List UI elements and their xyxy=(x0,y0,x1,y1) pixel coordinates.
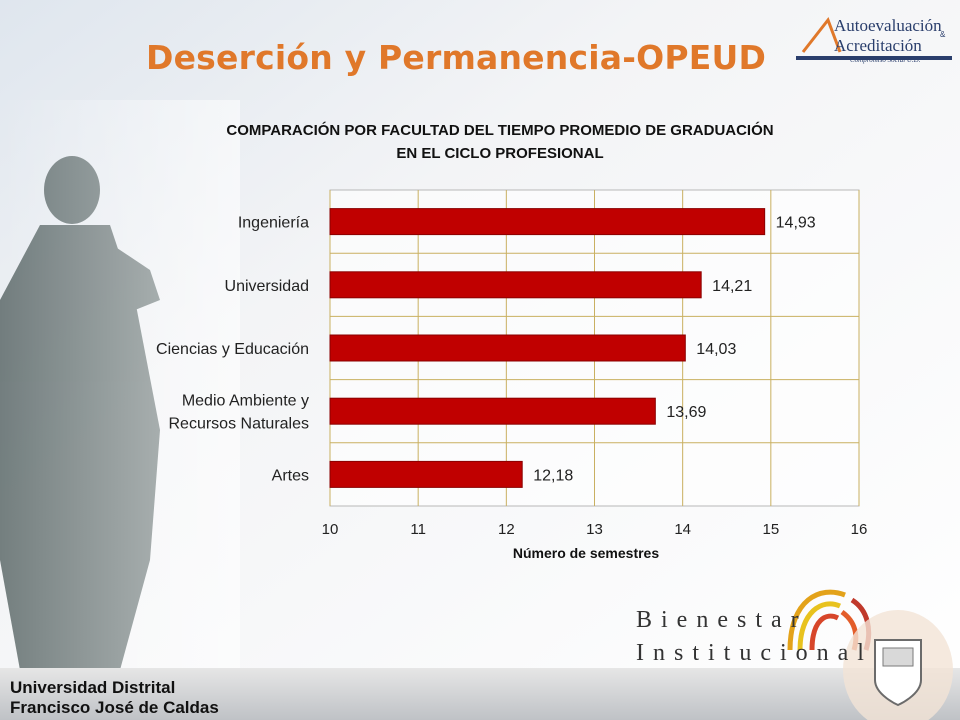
university-seal-icon xyxy=(843,610,953,720)
footer-university-logo: Universidad Distrital Francisco José de … xyxy=(10,678,219,718)
bienestar-line-1: Bienestar xyxy=(636,607,808,633)
bar xyxy=(329,208,766,236)
bar-value-label: 13,69 xyxy=(666,404,706,421)
logo-amp: & xyxy=(940,30,946,39)
category-label: Universidad xyxy=(225,278,309,295)
logo-line-2: Acreditación xyxy=(834,36,922,55)
slide-title: Deserción y Permanencia-OPEUD xyxy=(146,38,767,77)
bar xyxy=(329,271,702,299)
chart-title-block: COMPARACIÓN POR FACULTAD DEL TIEMPO PROM… xyxy=(150,119,850,165)
bar xyxy=(329,397,656,425)
bar-value-label: 14,21 xyxy=(712,278,752,295)
bar xyxy=(329,334,686,362)
bienestar-line-2: Institucional xyxy=(636,640,873,666)
category-label: Artes xyxy=(272,467,309,484)
acreditacion-logo: Autoevaluación Acreditación Compromiso S… xyxy=(790,14,955,74)
x-tick-label: 12 xyxy=(498,521,515,538)
x-axis-label: Número de semestres xyxy=(513,545,660,561)
footer-strip xyxy=(0,668,960,720)
x-tick-label: 13 xyxy=(586,521,603,538)
bar xyxy=(329,460,523,488)
bar-value-label: 12,18 xyxy=(533,467,573,484)
logo-line-1: Autoevaluación xyxy=(834,16,942,35)
footer-line-2: Francisco José de Caldas xyxy=(10,698,219,717)
chart-subtitle: EN EL CICLO PROFESIONAL xyxy=(396,145,604,162)
category-label: Medio Ambiente y xyxy=(182,393,309,410)
footer-line-1: Universidad Distrital xyxy=(10,678,176,697)
bienestar-logo: Bienestar Institucional xyxy=(636,604,873,670)
bar-value-label: 14,03 xyxy=(696,341,736,358)
category-label: Recursos Naturales xyxy=(169,416,310,433)
bar-value-label: 14,93 xyxy=(776,215,816,232)
category-label: Ciencias y Educación xyxy=(156,341,309,358)
x-tick-label: 10 xyxy=(322,521,339,538)
x-tick-label: 15 xyxy=(762,521,779,538)
logo-tagline: Compromiso Social U.D. xyxy=(850,56,921,64)
x-tick-label: 16 xyxy=(851,521,868,538)
category-label: Ingeniería xyxy=(238,215,309,232)
acreditacion-logo-icon xyxy=(796,16,952,60)
chart-title: COMPARACIÓN POR FACULTAD DEL TIEMPO PROM… xyxy=(226,122,774,139)
x-tick-label: 14 xyxy=(674,521,691,538)
x-tick-label: 11 xyxy=(410,521,426,538)
